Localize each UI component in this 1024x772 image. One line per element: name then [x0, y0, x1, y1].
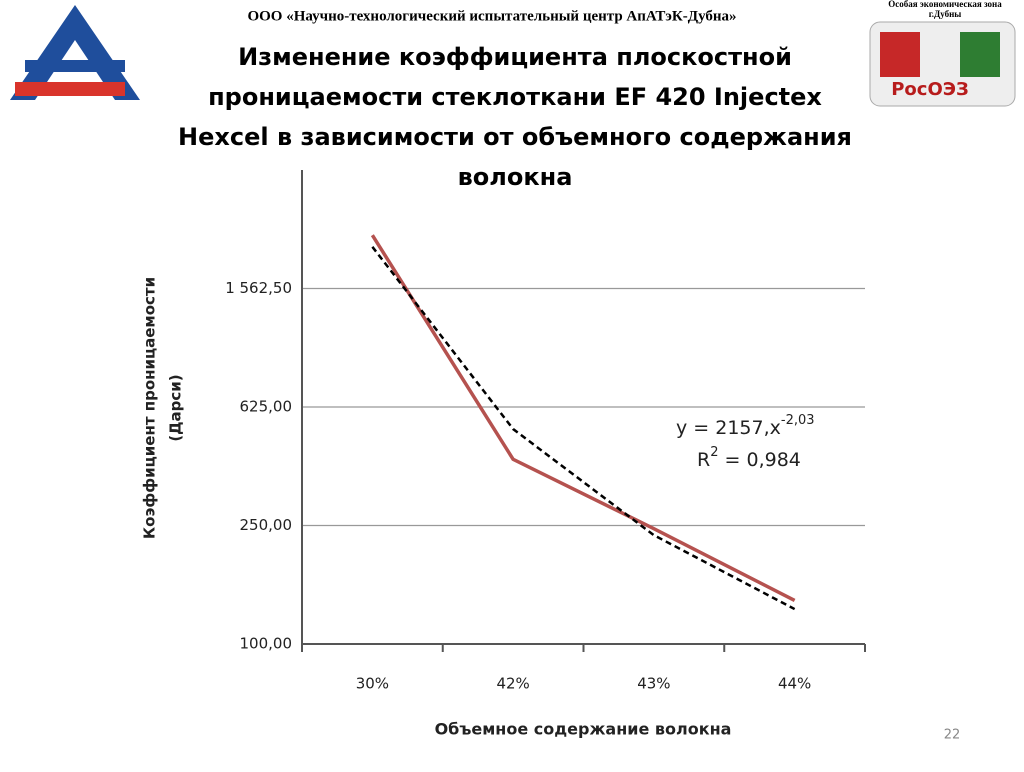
- y-tick-label: 250,00: [240, 516, 293, 534]
- annotation-part: 2: [710, 445, 718, 460]
- logo-right: Особая экономическая зона г.Дубны РосОЭЗ: [869, 0, 1016, 107]
- logo-name: РосОЭЗ: [891, 79, 969, 100]
- series-line: [370, 234, 796, 603]
- chart: 100,00 250,00 625,00 1 562,50 30% 42% 43% 44% Об…: [141, 170, 866, 739]
- logo-caption: г.Дубны: [929, 9, 962, 19]
- title-group: Изменение коэффициента плоскостной прониц…: [178, 43, 852, 191]
- chart-title: Изменение коэффициента плоскостной: [238, 43, 792, 71]
- chart-title: волокна: [458, 163, 573, 191]
- equation: y = 2157,x-2,03: [676, 413, 815, 439]
- trend-line: [371, 246, 796, 611]
- annotation-part: R: [697, 449, 710, 471]
- x-tick-label: 30%: [356, 675, 389, 693]
- y-axis-label: (Дарси): [167, 374, 185, 441]
- y-tick-label: 1 562,50: [225, 279, 292, 297]
- logo-left: [10, 5, 140, 100]
- logo-caption: Особая экономическая зона: [888, 0, 1002, 9]
- x-tick-label: 43%: [637, 675, 670, 693]
- annotation-part: y = 2157,x: [676, 417, 781, 439]
- page-number: 22: [944, 728, 961, 743]
- chart-title: Hexcel в зависимости от объемного содерж…: [178, 123, 852, 151]
- annotation-part: -2,03: [781, 413, 815, 428]
- chart-title: проницаемости стеклоткани EF 420 Injecte…: [208, 83, 822, 111]
- x-axis-label: Объемное содержание волокна: [435, 720, 732, 739]
- organization: ООО «Научно-технологический испытательны…: [247, 8, 736, 24]
- y-tick-label: 625,00: [240, 398, 293, 416]
- x-tick-label: 42%: [496, 675, 529, 693]
- y-axis-label: Коэффициент проницаемости: [141, 277, 159, 539]
- x-tick-label: 44%: [778, 675, 811, 693]
- y-tick-label: 100,00: [240, 635, 293, 653]
- r-squared: R2 = 0,984: [697, 445, 801, 471]
- annotation-part: = 0,984: [718, 449, 800, 471]
